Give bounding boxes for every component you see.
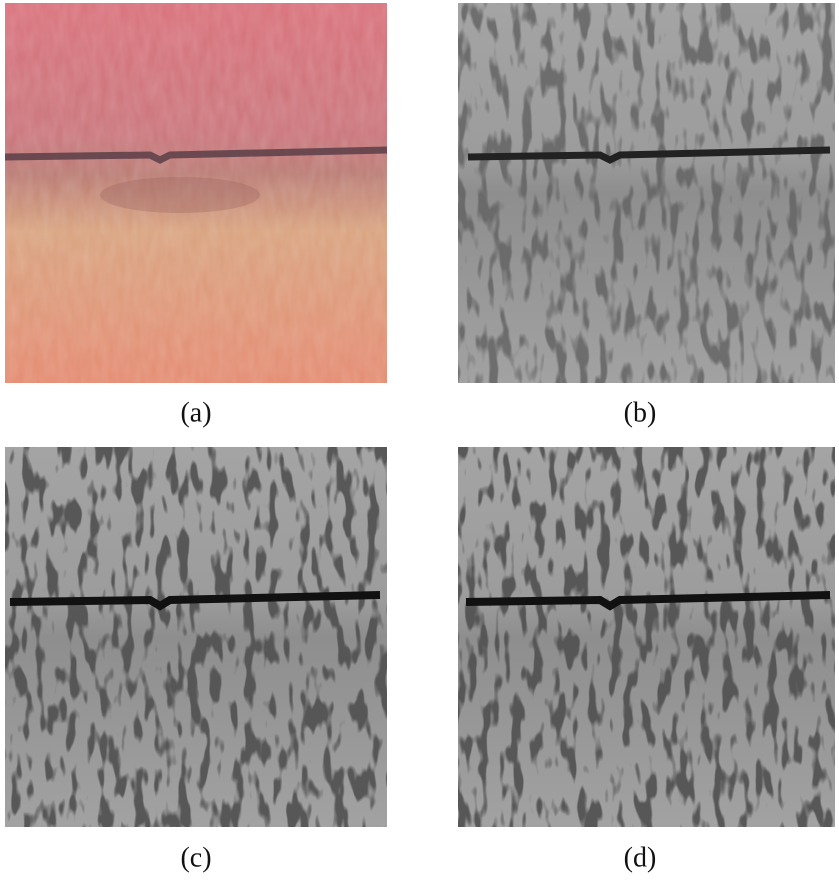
panel-a [4,3,388,383]
caption: (a) [180,397,211,428]
caption: (d) [624,842,657,873]
panel-d [458,447,835,827]
caption: (c) [180,842,211,873]
caption: (b) [624,397,657,428]
panel-b [458,3,835,383]
panel-c [5,447,387,827]
